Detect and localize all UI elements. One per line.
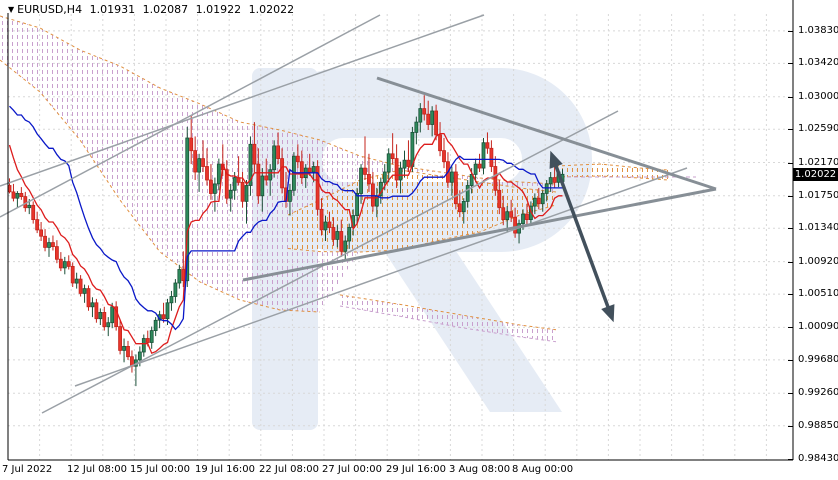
price-axis-tick — [788, 96, 793, 98]
current-price-tag: 1.02022 — [793, 167, 838, 181]
price-axis-tick — [788, 425, 793, 427]
trend-lines[interactable] — [0, 14, 717, 414]
chart-title: ▼ EURUSD,H4 1.01931 1.02087 1.01922 1.020… — [8, 3, 298, 16]
kijun-sen-line — [9, 105, 563, 331]
price-axis-label: 0.98850 — [798, 419, 838, 431]
chart-frame — [7, 0, 794, 461]
price-axis-tick — [788, 294, 793, 296]
symbol-period-label: EURUSD,H4 — [17, 3, 83, 16]
price-axis-label: 0.99680 — [798, 353, 838, 365]
price-axis-tick — [788, 359, 793, 361]
price-axis-tick — [788, 30, 793, 32]
price-axis-label: 1.00920 — [798, 255, 838, 267]
price-axis-label: 1.02590 — [798, 123, 838, 135]
price-axis-tick — [788, 195, 793, 197]
price-axis-tick — [788, 327, 793, 329]
price-axis-tick — [788, 129, 793, 131]
time-axis-label: 3 Aug 08:00 — [449, 464, 511, 475]
price-axis-label: 0.98430 — [798, 453, 838, 464]
symbol-dropdown-icon[interactable]: ▼ — [8, 5, 15, 14]
price-axis-label: 0.99260 — [798, 387, 838, 399]
time-axis-label: 7 Jul 2022 — [2, 464, 53, 475]
price-axis-tick — [788, 162, 793, 164]
low-value: 1.01922 — [195, 3, 242, 16]
close-value: 1.02022 — [248, 3, 295, 16]
time-axis-label: 27 Jul 00:00 — [322, 464, 382, 475]
time-axis-label: 22 Jul 08:00 — [259, 464, 319, 475]
price-axis-label: 1.00090 — [798, 321, 838, 333]
time-axis-label: 15 Jul 00:00 — [130, 464, 190, 475]
price-axis-label: 1.00510 — [798, 288, 838, 300]
price-axis-tick — [788, 228, 793, 230]
price-axis-label: 1.01340 — [798, 222, 838, 234]
price-axis-tick — [788, 459, 793, 460]
ichimoku-cloud — [0, 15, 696, 343]
price-axis-label: 1.02170 — [798, 156, 838, 168]
price-axis-tick — [788, 393, 793, 395]
price-axis-tick — [788, 261, 793, 263]
price-axis-label: 1.01750 — [798, 189, 838, 201]
time-axis-label: 19 Jul 16:00 — [195, 464, 255, 475]
time-axis-label: 8 Aug 00:00 — [512, 464, 574, 475]
candles-bear — [7, 108, 557, 367]
high-value: 1.02087 — [142, 3, 189, 16]
price-axis-label: 1.03420 — [798, 57, 838, 69]
open-value: 1.01931 — [89, 3, 136, 16]
tenkan-sen-line — [8, 132, 563, 355]
price-axis-label: 1.03830 — [798, 24, 838, 36]
price-axis-label: 1.03000 — [798, 90, 838, 102]
time-axis-label: 12 Jul 08:00 — [67, 464, 127, 475]
time-axis-label: 29 Jul 16:00 — [386, 464, 446, 475]
reversal-arrow[interactable] — [549, 150, 615, 323]
price-axis-tick — [788, 63, 793, 65]
